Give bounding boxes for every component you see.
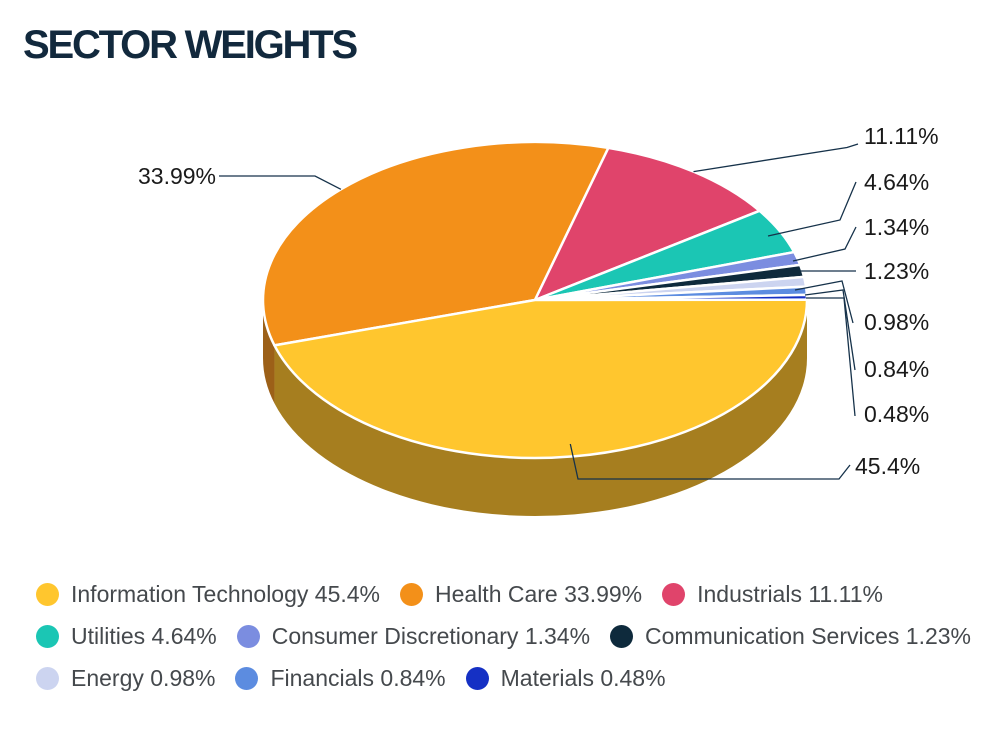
svg-text:1.34%: 1.34%: [864, 214, 929, 240]
svg-text:1.23%: 1.23%: [864, 258, 929, 284]
svg-text:33.99%: 33.99%: [138, 163, 216, 189]
svg-text:0.84%: 0.84%: [864, 356, 929, 382]
svg-text:0.98%: 0.98%: [864, 309, 929, 335]
svg-text:0.48%: 0.48%: [864, 401, 929, 427]
svg-text:4.64%: 4.64%: [864, 169, 929, 195]
svg-text:11.11%: 11.11%: [864, 123, 939, 149]
svg-text:45.4%: 45.4%: [855, 453, 920, 479]
